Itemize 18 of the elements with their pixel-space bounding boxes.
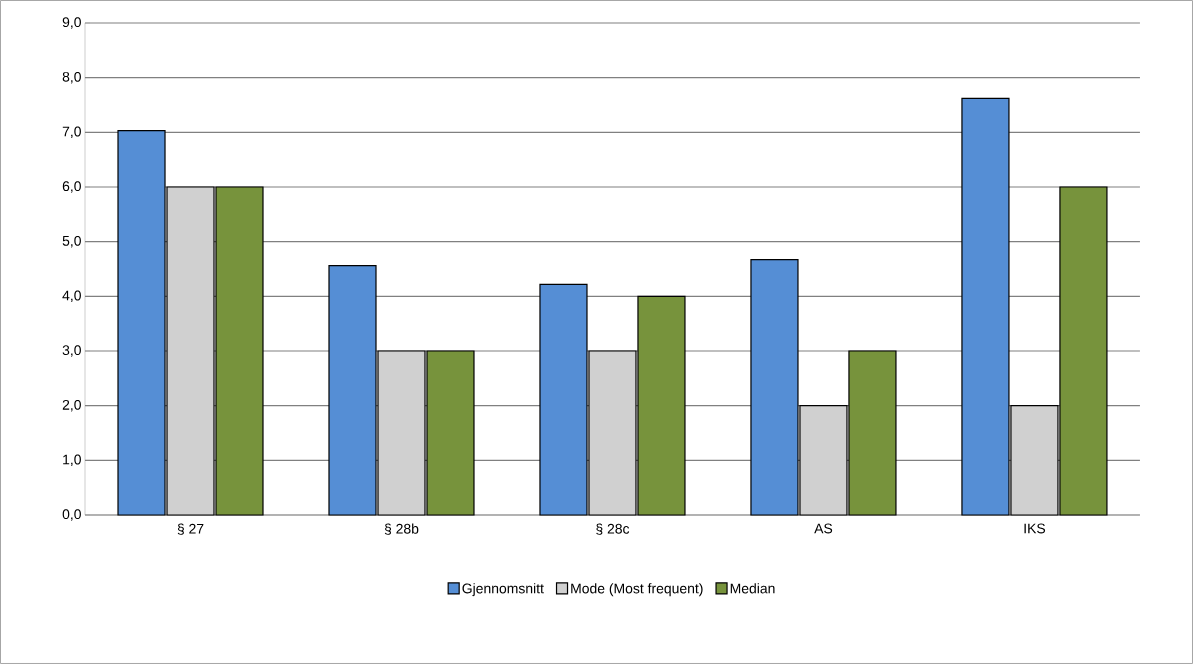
legend-label: Median	[730, 583, 775, 594]
x-tick-label: § 27	[177, 523, 204, 535]
legend-label: Mode (Most frequent)	[571, 583, 703, 597]
x-tick-label: AS	[814, 523, 833, 534]
y-tick-label: 9,0	[62, 17, 81, 29]
y-tick-label: 0,0	[62, 509, 81, 521]
y-tick-label: 3,0	[62, 345, 81, 357]
y-tick-label: 5,0	[62, 235, 81, 248]
y-tick-label: 6,0	[62, 181, 81, 193]
legend-label: Gjennomsnitt	[462, 583, 544, 597]
x-tick-label: § 28c	[596, 523, 630, 535]
x-tick-label: § 28b	[384, 523, 419, 535]
y-tick-label: 8,0	[62, 71, 81, 84]
y-tick-label: 4,0	[62, 290, 81, 303]
x-tick-label: IKS	[1024, 523, 1046, 534]
y-tick-label: 7,0	[62, 126, 81, 139]
y-tick-label: 1,0	[63, 454, 81, 467]
y-tick-label: 2,0	[62, 399, 81, 412]
